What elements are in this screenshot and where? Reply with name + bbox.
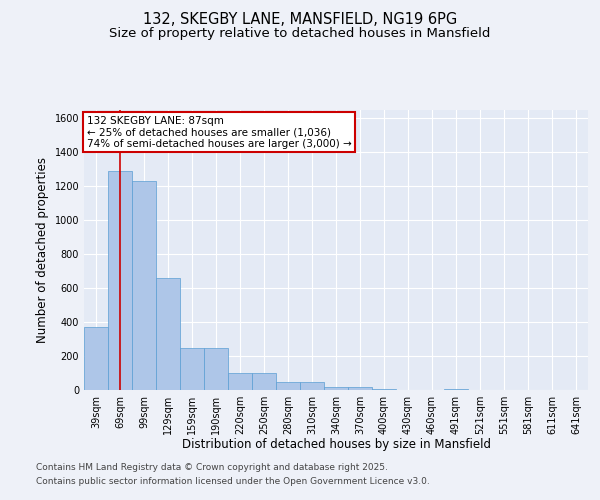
Y-axis label: Number of detached properties: Number of detached properties — [36, 157, 49, 343]
Text: Contains public sector information licensed under the Open Government Licence v3: Contains public sector information licen… — [36, 477, 430, 486]
Text: Contains HM Land Registry data © Crown copyright and database right 2025.: Contains HM Land Registry data © Crown c… — [36, 464, 388, 472]
Bar — [84, 327, 108, 390]
Bar — [156, 278, 180, 390]
Bar — [348, 386, 372, 390]
Bar — [204, 348, 228, 390]
Bar — [324, 386, 348, 390]
Bar — [180, 348, 204, 390]
X-axis label: Distribution of detached houses by size in Mansfield: Distribution of detached houses by size … — [182, 438, 491, 452]
Bar — [108, 171, 132, 390]
Text: 132 SKEGBY LANE: 87sqm
← 25% of detached houses are smaller (1,036)
74% of semi-: 132 SKEGBY LANE: 87sqm ← 25% of detached… — [86, 116, 351, 149]
Bar — [228, 373, 252, 390]
Bar — [252, 373, 276, 390]
Text: Size of property relative to detached houses in Mansfield: Size of property relative to detached ho… — [109, 28, 491, 40]
Bar — [132, 182, 156, 390]
Text: 132, SKEGBY LANE, MANSFIELD, NG19 6PG: 132, SKEGBY LANE, MANSFIELD, NG19 6PG — [143, 12, 457, 28]
Bar — [444, 389, 468, 390]
Bar — [372, 389, 396, 390]
Bar — [300, 382, 324, 390]
Bar — [276, 382, 300, 390]
